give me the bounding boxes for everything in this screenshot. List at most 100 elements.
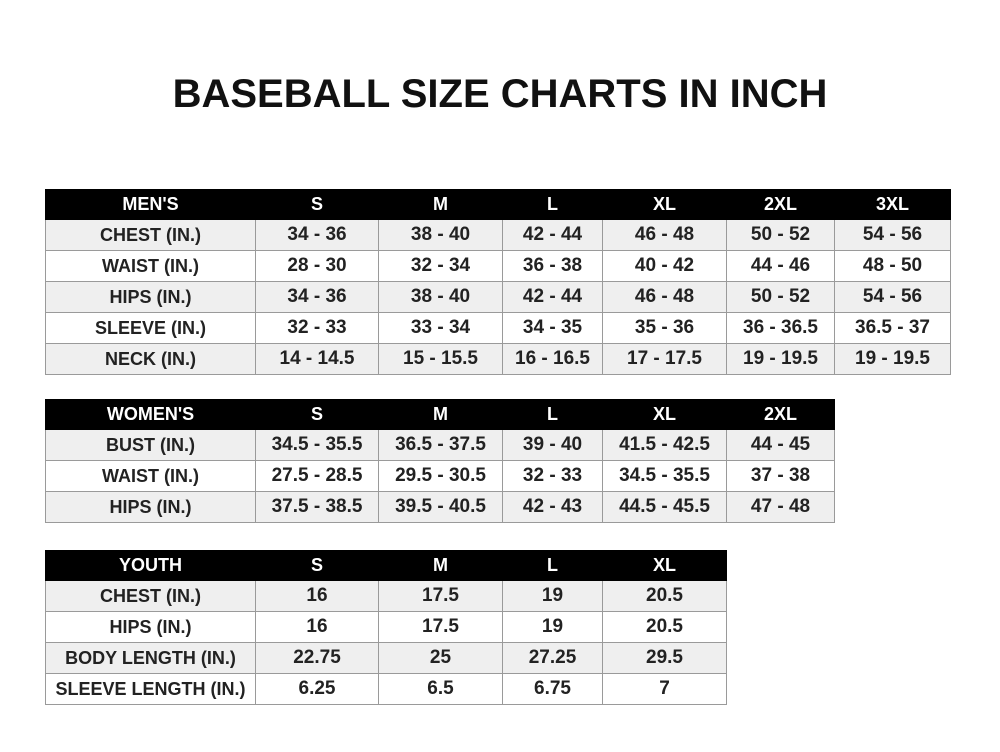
measurement-cell: 7 — [602, 673, 727, 705]
size-header: S — [255, 550, 379, 581]
header-row: YOUTH S M L XL — [45, 550, 727, 581]
measurement-cell: 34.5 - 35.5 — [255, 429, 379, 461]
measurement-cell: 19 — [502, 580, 603, 612]
measurement-cell: 44 - 46 — [726, 250, 835, 282]
table-row: WAIST (IN.) 28 - 30 32 - 34 36 - 38 40 - 42 4… — [45, 250, 951, 282]
measurement-cell: 54 - 56 — [834, 219, 951, 251]
measurement-cell: 41.5 - 42.5 — [602, 429, 727, 461]
measurement-cell: 36.5 - 37.5 — [378, 429, 503, 461]
measurement-cell: 32 - 33 — [255, 312, 379, 344]
measurement-cell: 39.5 - 40.5 — [378, 491, 503, 523]
table-row: BODY LENGTH (IN.) 22.75 25 27.25 29.5 — [45, 642, 727, 674]
row-label: WAIST (IN.) — [45, 250, 256, 282]
size-header: 2XL — [726, 189, 835, 220]
category-header: YOUTH — [45, 550, 256, 581]
measurement-cell: 6.75 — [502, 673, 603, 705]
measurement-cell: 19 - 19.5 — [834, 343, 951, 375]
page-title: BASEBALL SIZE CHARTS IN INCH — [172, 72, 828, 116]
measurement-cell: 54 - 56 — [834, 281, 951, 313]
size-header: 3XL — [834, 189, 951, 220]
mens-size-table: MEN'S S M L XL 2XL 3XL CHEST (IN.) 34 - 36 38 - 4… — [45, 189, 951, 375]
size-header: S — [255, 399, 379, 430]
measurement-cell: 15 - 15.5 — [378, 343, 503, 375]
measurement-cell: 42 - 44 — [502, 281, 603, 313]
size-header: 2XL — [726, 399, 835, 430]
measurement-cell: 34 - 35 — [502, 312, 603, 344]
measurement-cell: 39 - 40 — [502, 429, 603, 461]
measurement-cell: 36 - 36.5 — [726, 312, 835, 344]
measurement-cell: 16 — [255, 611, 379, 643]
row-label: BODY LENGTH (IN.) — [45, 642, 256, 674]
measurement-cell: 32 - 34 — [378, 250, 503, 282]
measurement-cell: 38 - 40 — [378, 281, 503, 313]
measurement-cell: 6.5 — [378, 673, 503, 705]
size-header: M — [378, 399, 503, 430]
measurement-cell: 34 - 36 — [255, 219, 379, 251]
measurement-cell: 20.5 — [602, 580, 727, 612]
youth-size-table: YOUTH S M L XL CHEST (IN.) 16 17.5 19 20.5 HIPS (I… — [45, 550, 727, 705]
measurement-cell: 47 - 48 — [726, 491, 835, 523]
measurement-cell: 34 - 36 — [255, 281, 379, 313]
measurement-cell: 48 - 50 — [834, 250, 951, 282]
row-label: SLEEVE (IN.) — [45, 312, 256, 344]
measurement-cell: 22.75 — [255, 642, 379, 674]
size-header: L — [502, 189, 603, 220]
header-row: MEN'S S M L XL 2XL 3XL — [45, 189, 951, 220]
measurement-cell: 44 - 45 — [726, 429, 835, 461]
measurement-cell: 50 - 52 — [726, 281, 835, 313]
measurement-cell: 28 - 30 — [255, 250, 379, 282]
measurement-cell: 16 - 16.5 — [502, 343, 603, 375]
row-label: NECK (IN.) — [45, 343, 256, 375]
category-header: MEN'S — [45, 189, 256, 220]
size-header: L — [502, 550, 603, 581]
measurement-cell: 25 — [378, 642, 503, 674]
table-row: BUST (IN.) 34.5 - 35.5 36.5 - 37.5 39 - 40 4… — [45, 429, 835, 461]
size-header: M — [378, 189, 503, 220]
measurement-cell: 34.5 - 35.5 — [602, 460, 727, 492]
measurement-cell: 33 - 34 — [378, 312, 503, 344]
table-row: SLEEVE (IN.) 32 - 33 33 - 34 34 - 35 35 - 36… — [45, 312, 951, 344]
table-row: CHEST (IN.) 34 - 36 38 - 40 42 - 44 46 - 48 5… — [45, 219, 951, 251]
measurement-cell: 46 - 48 — [602, 219, 727, 251]
category-header: WOMEN'S — [45, 399, 256, 430]
size-header: XL — [602, 399, 727, 430]
measurement-cell: 27.5 - 28.5 — [255, 460, 379, 492]
measurement-cell: 29.5 - 30.5 — [378, 460, 503, 492]
measurement-cell: 16 — [255, 580, 379, 612]
measurement-cell: 19 — [502, 611, 603, 643]
measurement-cell: 27.25 — [502, 642, 603, 674]
size-header: XL — [602, 189, 727, 220]
measurement-cell: 38 - 40 — [378, 219, 503, 251]
table-row: NECK (IN.) 14 - 14.5 15 - 15.5 16 - 16.5 17 … — [45, 343, 951, 375]
size-header: XL — [602, 550, 727, 581]
measurement-cell: 36 - 38 — [502, 250, 603, 282]
table-row: SLEEVE LENGTH (IN.) 6.25 6.5 6.75 7 — [45, 673, 727, 705]
measurement-cell: 37 - 38 — [726, 460, 835, 492]
measurement-cell: 17.5 — [378, 611, 503, 643]
row-label: BUST (IN.) — [45, 429, 256, 461]
row-label: CHEST (IN.) — [45, 219, 256, 251]
measurement-cell: 20.5 — [602, 611, 727, 643]
measurement-cell: 35 - 36 — [602, 312, 727, 344]
measurement-cell: 14 - 14.5 — [255, 343, 379, 375]
measurement-cell: 40 - 42 — [602, 250, 727, 282]
measurement-cell: 32 - 33 — [502, 460, 603, 492]
table-row: HIPS (IN.) 37.5 - 38.5 39.5 - 40.5 42 - 43 4… — [45, 491, 835, 523]
size-header: L — [502, 399, 603, 430]
table-row: HIPS (IN.) 34 - 36 38 - 40 42 - 44 46 - 48 50… — [45, 281, 951, 313]
row-label: HIPS (IN.) — [45, 611, 256, 643]
measurement-cell: 17 - 17.5 — [602, 343, 727, 375]
table-row: WAIST (IN.) 27.5 - 28.5 29.5 - 30.5 32 - 33… — [45, 460, 835, 492]
header-row: WOMEN'S S M L XL 2XL — [45, 399, 835, 430]
measurement-cell: 37.5 - 38.5 — [255, 491, 379, 523]
size-header: M — [378, 550, 503, 581]
womens-size-table: WOMEN'S S M L XL 2XL BUST (IN.) 34.5 - 35.5 36.5… — [45, 399, 835, 523]
table-row: HIPS (IN.) 16 17.5 19 20.5 — [45, 611, 727, 643]
row-label: HIPS (IN.) — [45, 281, 256, 313]
measurement-cell: 42 - 43 — [502, 491, 603, 523]
measurement-cell: 44.5 - 45.5 — [602, 491, 727, 523]
measurement-cell: 42 - 44 — [502, 219, 603, 251]
measurement-cell: 46 - 48 — [602, 281, 727, 313]
row-label: SLEEVE LENGTH (IN.) — [45, 673, 256, 705]
measurement-cell: 29.5 — [602, 642, 727, 674]
